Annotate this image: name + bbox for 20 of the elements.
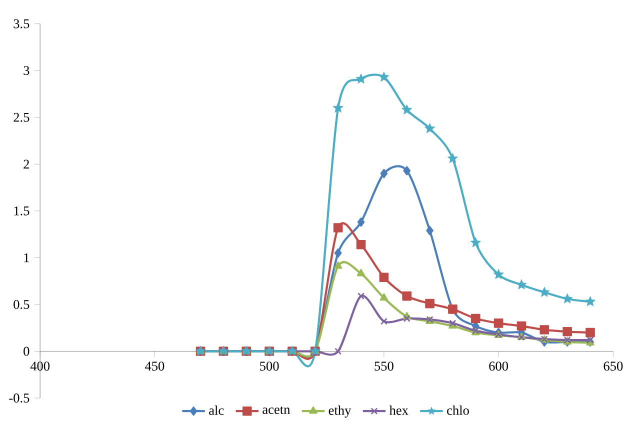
y-tick-label: 0 xyxy=(24,346,30,356)
x-tick-label: 550 xyxy=(374,362,394,371)
x-tick-label: 500 xyxy=(260,362,279,371)
y-tick-label: 3 xyxy=(24,66,30,76)
legend-label: alc xyxy=(209,406,224,415)
y-tick-label: 2.5 xyxy=(14,112,30,122)
x-tick-label: 650 xyxy=(604,362,623,371)
y-tick-label: 0.5 xyxy=(14,300,30,310)
legend-label: chlo xyxy=(447,406,469,415)
y-tick-label: 2 xyxy=(24,160,29,169)
x-tick-label: 400 xyxy=(30,362,50,371)
x-tick-label: 600 xyxy=(489,362,508,371)
y-tick-label: -0.5 xyxy=(9,394,30,403)
legend-label: acetn xyxy=(262,406,290,414)
y-tick-label: 1 xyxy=(24,253,29,262)
legend-label: hex xyxy=(389,406,408,415)
y-tick-label: 3.5 xyxy=(14,19,30,28)
y-tick-label: 1.5 xyxy=(14,206,30,216)
x-tick-label: 450 xyxy=(144,362,164,371)
legend-label: ethy xyxy=(328,406,352,418)
